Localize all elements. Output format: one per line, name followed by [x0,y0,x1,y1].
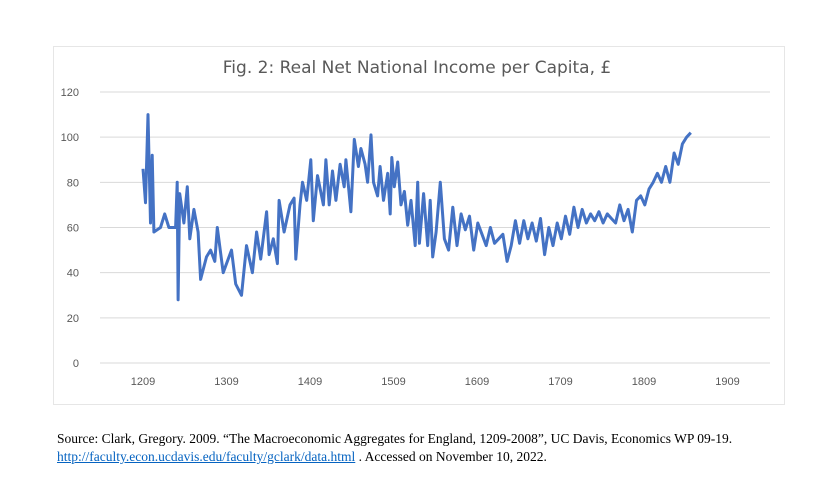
x-tick-label: 1209 [131,376,155,388]
y-tick-label: 100 [61,132,79,144]
y-tick-label: 40 [67,268,79,280]
x-tick-label: 1309 [214,376,238,388]
y-tick-label: 20 [67,313,79,325]
accessed-note: . Accessed on November 10, 2022. [355,449,547,464]
source-citation: Source: Clark, Gregory. 2009. “The Macro… [57,431,733,446]
x-tick-label: 1909 [715,376,739,388]
source-link[interactable]: http://faculty.econ.ucdavis.edu/faculty/… [57,449,356,464]
line-chart: Fig. 2: Real Net National Income per Cap… [61,58,770,388]
y-tick-label: 0 [73,358,79,370]
source-note: Source: Clark, Gregory. 2009. “The Macro… [57,430,732,466]
x-tick-label: 1509 [381,376,405,388]
y-tick-label: 120 [61,87,79,99]
x-tick-label: 1809 [632,376,656,388]
x-tick-label: 1709 [548,376,572,388]
chart-frame [53,46,785,405]
y-tick-label: 80 [67,177,79,189]
x-tick-label: 1409 [298,376,322,388]
series-line [141,113,692,302]
x-tick-label: 1609 [465,376,489,388]
chart-title: Fig. 2: Real Net National Income per Cap… [223,58,611,78]
y-tick-label: 60 [67,223,79,235]
